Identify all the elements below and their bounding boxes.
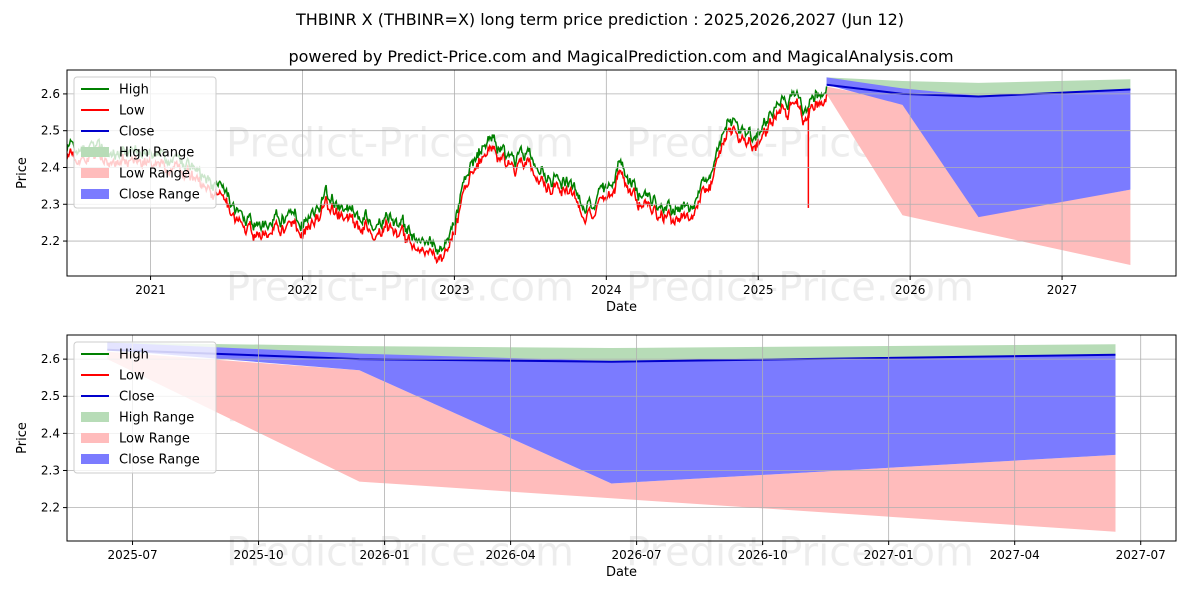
legend-box xyxy=(73,341,217,474)
close-forecast-line xyxy=(826,83,1131,98)
x-tick-label: 2024 xyxy=(591,283,622,297)
y-tick-label: 2.5 xyxy=(41,389,60,403)
x-tick-label: 2021 xyxy=(135,283,166,297)
grid-lines xyxy=(67,335,1176,541)
chart-subtitle: powered by Predict-Price.com and Magical… xyxy=(288,47,953,66)
watermark-text: Predict-Price.com xyxy=(226,265,574,311)
low-range-band xyxy=(826,86,1131,265)
x-tick-label: 2026-01 xyxy=(360,548,410,562)
legend-label-close: Close xyxy=(119,390,154,405)
legend-swatch-low-range xyxy=(81,433,109,443)
legend-label-high: High xyxy=(119,348,149,363)
y-tick-label: 2.4 xyxy=(41,160,60,174)
watermark-text: Predict-Price.com xyxy=(626,265,974,311)
x-tick-label: 2026 xyxy=(895,283,926,297)
x-tick-label: 2025 xyxy=(743,283,774,297)
chart-title: THBINR X (THBINR=X) long term price pred… xyxy=(295,10,904,29)
legend-swatch-low-range xyxy=(81,168,109,178)
x-tick-label: 2026-04 xyxy=(486,548,536,562)
legend-label-close-range: Close Range xyxy=(119,453,200,468)
y-tick-label: 2.3 xyxy=(41,197,60,211)
legend-label-high: High xyxy=(119,83,149,98)
low-range-band xyxy=(107,351,1116,532)
y-tick-label: 2.2 xyxy=(41,501,60,515)
legend-label-high-range: High Range xyxy=(119,146,194,161)
y-tick-label: 2.5 xyxy=(41,124,60,138)
x-tick-label: 2025-07 xyxy=(107,548,157,562)
y-tick-label: 2.6 xyxy=(41,87,60,101)
grid-lines xyxy=(67,70,1176,276)
legend-swatch-high-range xyxy=(81,412,109,422)
y-tick-label: 2.3 xyxy=(41,463,60,477)
x-tick-label: 2026-10 xyxy=(738,548,788,562)
x-tick-label: 2027-01 xyxy=(864,548,914,562)
high-range-band xyxy=(107,342,1116,361)
x-tick-label: 2022 xyxy=(287,283,318,297)
panel-forecast-zoom: Predict-Price.comPredict-Price.comPredic… xyxy=(15,334,1177,580)
y-axis-label: Price xyxy=(15,422,30,454)
close-forecast-line xyxy=(107,348,1116,363)
y-tick-label: 2.6 xyxy=(41,352,60,366)
x-tick-label: 2025-10 xyxy=(233,548,283,562)
panel-long-term: Predict-Price.com Predict-Price.comPredic… xyxy=(15,69,1177,315)
legend-label-low: Low xyxy=(119,104,145,119)
close-range-band xyxy=(826,77,1131,218)
watermark-text: Predict-Price.com xyxy=(626,530,974,576)
legend-swatch-high-range xyxy=(81,147,109,157)
x-tick-label: 2027-07 xyxy=(1116,548,1166,562)
legend: High Low Close High Range Low Range Close Ran… xyxy=(73,76,217,209)
plot-area xyxy=(107,342,1116,532)
legend-label-low-range: Low Range xyxy=(119,167,190,182)
legend-box xyxy=(73,76,217,209)
plot-frame xyxy=(66,69,1177,277)
legend-label-low: Low xyxy=(119,369,145,384)
y-axis-label: Price xyxy=(15,157,30,189)
x-axis-label: Date xyxy=(606,565,637,580)
legend-swatch-close-range xyxy=(81,189,109,199)
legend-label-high-range: High Range xyxy=(119,411,194,426)
high-range-band xyxy=(826,77,1131,96)
legend-label-close: Close xyxy=(119,125,154,140)
y-tick-label: 2.2 xyxy=(41,234,60,248)
watermark-text: Predict-Price.com xyxy=(226,530,574,576)
x-tick-label: 2027 xyxy=(1047,283,1078,297)
plot-frame xyxy=(66,334,1177,542)
legend-label-low-range: Low Range xyxy=(119,432,190,447)
legend: High Low Close High Range Low Range Close Ran… xyxy=(73,341,217,474)
legend-swatch-close-range xyxy=(81,454,109,464)
x-tick-label: 2026-07 xyxy=(612,548,662,562)
x-tick-label: 2023 xyxy=(439,283,470,297)
close-range-band xyxy=(107,342,1116,484)
x-axis-label: Date xyxy=(606,300,637,315)
y-tick-label: 2.4 xyxy=(41,426,60,440)
x-tick-label: 2027-04 xyxy=(990,548,1040,562)
legend-label-close-range: Close Range xyxy=(119,188,200,203)
